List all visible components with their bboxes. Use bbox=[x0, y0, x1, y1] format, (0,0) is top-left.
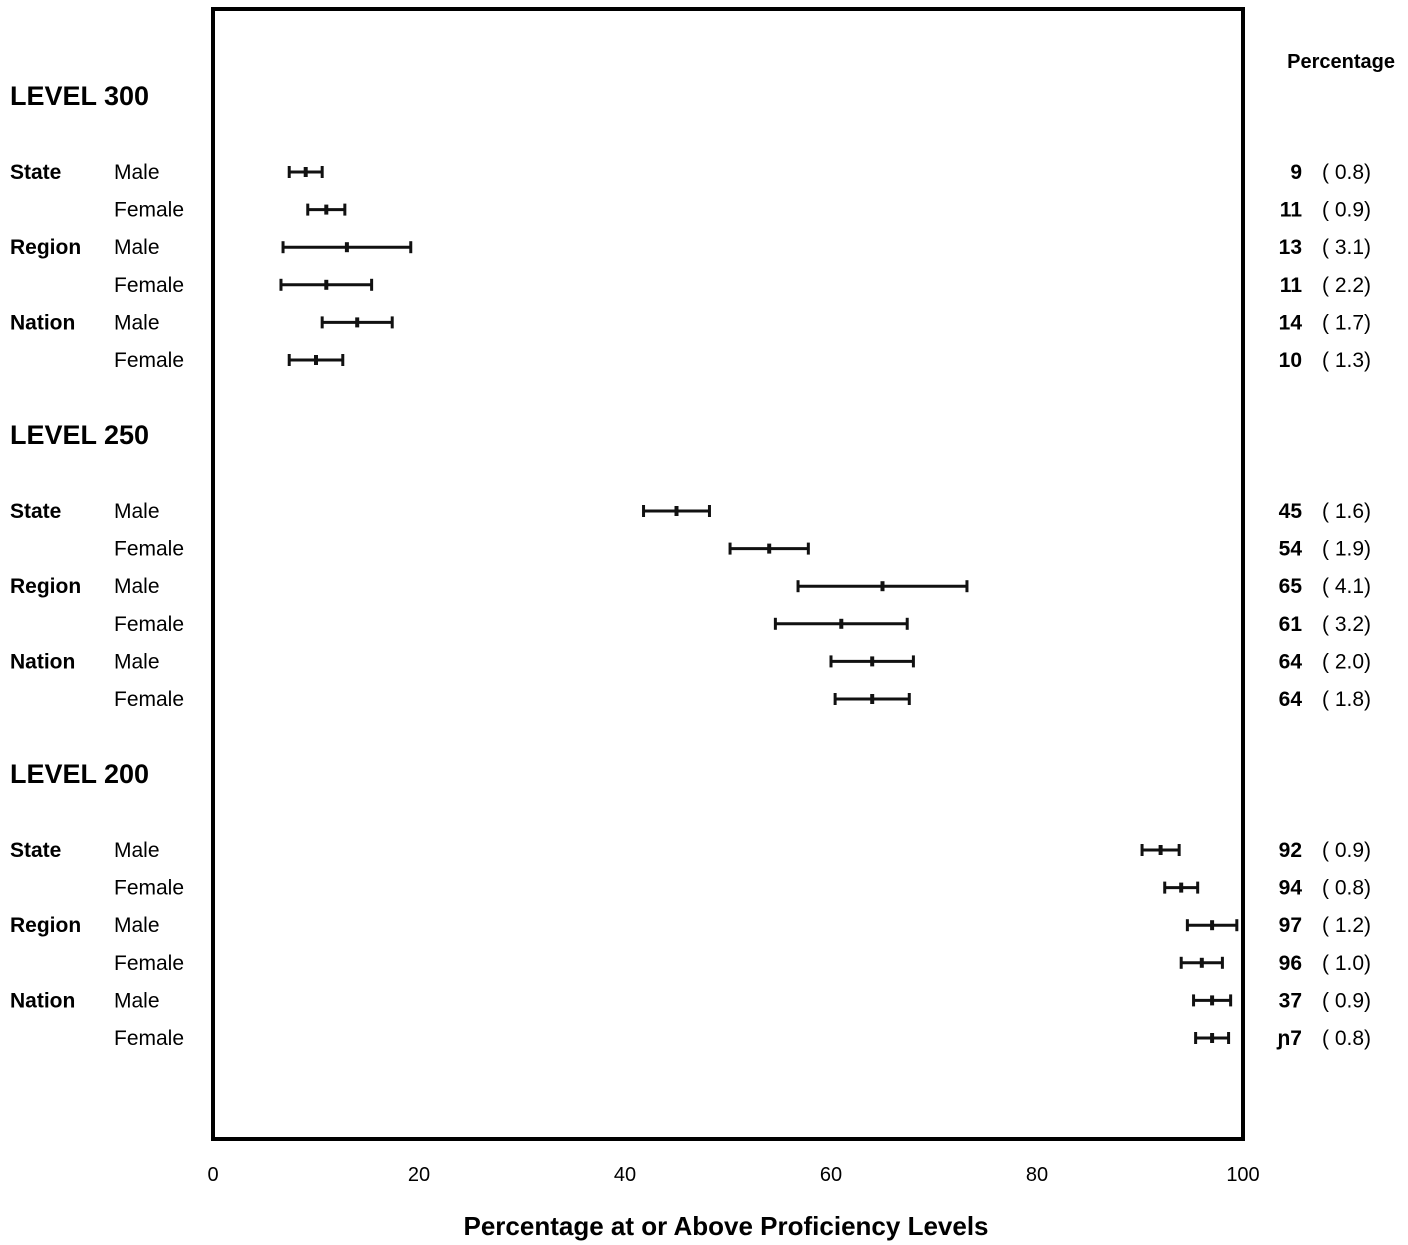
percentage-value: 13 bbox=[1279, 236, 1302, 259]
percentage-value: 96 bbox=[1279, 952, 1302, 975]
x-axis-ticks: 0 20 40 60 80 100 bbox=[207, 1164, 1259, 1186]
standard-error: ( 1.8) bbox=[1322, 688, 1371, 711]
interval-row: Female 54 ( 1.9) bbox=[114, 538, 1371, 561]
sex-label: Female bbox=[114, 952, 184, 975]
sex-label: Female bbox=[114, 274, 184, 297]
percentage-value: 11 bbox=[1280, 199, 1303, 222]
standard-error: ( 3.2) bbox=[1322, 613, 1371, 636]
percentage-value: 37 bbox=[1279, 989, 1302, 1012]
percentage-value: 92 bbox=[1279, 839, 1302, 862]
sex-label: Male bbox=[114, 839, 160, 862]
sex-label: Male bbox=[114, 989, 160, 1012]
standard-error: ( 1.6) bbox=[1322, 500, 1371, 523]
x-tick-label: 20 bbox=[408, 1164, 430, 1186]
group-label: Nation bbox=[10, 650, 75, 673]
sex-label: Male bbox=[114, 575, 160, 598]
level-block: LEVEL 300 State Male 9 ( 0.8) Female 11 ( 0.9) R… bbox=[10, 81, 1371, 372]
percentage-value: 11 bbox=[1280, 274, 1303, 297]
sex-label: Male bbox=[114, 650, 160, 673]
x-tick-label: 80 bbox=[1026, 1164, 1048, 1186]
interval-row: Region Male 13 ( 3.1) bbox=[10, 236, 1371, 259]
interval-row: Female 64 ( 1.8) bbox=[114, 688, 1371, 711]
standard-error: ( 0.9) bbox=[1322, 199, 1371, 222]
interval-row: Female 11 ( 2.2) bbox=[114, 274, 1371, 297]
standard-error: ( 3.1) bbox=[1322, 236, 1371, 259]
x-axis-label: Percentage at or Above Proficiency Level… bbox=[463, 1211, 988, 1241]
standard-error: ( 2.2) bbox=[1322, 274, 1371, 297]
percentage-value: 45 bbox=[1279, 500, 1303, 523]
sex-label: Female bbox=[114, 613, 184, 636]
x-tick-label: 40 bbox=[614, 1164, 636, 1186]
group-label: State bbox=[10, 839, 61, 862]
interval-row: Region Male 97 ( 1.2) bbox=[10, 914, 1371, 937]
interval-row: Female 94 ( 0.8) bbox=[114, 877, 1371, 900]
percentage-value: ɲ7 bbox=[1276, 1027, 1302, 1050]
sex-label: Female bbox=[114, 538, 184, 561]
x-tick-label: 60 bbox=[820, 1164, 842, 1186]
plot-frame bbox=[211, 7, 1245, 1141]
interval-row: Nation Male 14 ( 1.7) bbox=[10, 311, 1371, 334]
percentage-value: 97 bbox=[1279, 914, 1302, 937]
interval-row: Female 61 ( 3.2) bbox=[114, 613, 1371, 636]
group-label: State bbox=[10, 500, 61, 523]
percentage-value: 10 bbox=[1279, 349, 1302, 372]
x-tick-label: 100 bbox=[1226, 1164, 1259, 1186]
interval-row: Female 10 ( 1.3) bbox=[114, 349, 1371, 372]
level-heading: LEVEL 200 bbox=[10, 759, 149, 789]
group-label: Region bbox=[10, 236, 81, 259]
sex-label: Male bbox=[114, 914, 160, 937]
standard-error: ( 0.8) bbox=[1322, 1027, 1371, 1050]
level-block: LEVEL 200 State Male 92 ( 0.9) Female 94 ( 0.8)… bbox=[10, 759, 1371, 1050]
percentage-value: 14 bbox=[1279, 311, 1303, 334]
standard-error: ( 0.8) bbox=[1322, 161, 1371, 184]
percentage-value: 64 bbox=[1279, 688, 1303, 711]
interval-row: Nation Male 64 ( 2.0) bbox=[10, 650, 1371, 673]
sex-label: Female bbox=[114, 199, 184, 222]
interval-row: State Male 92 ( 0.9) bbox=[10, 839, 1371, 862]
interval-row: Nation Male 37 ( 0.9) bbox=[10, 989, 1371, 1012]
level-heading: LEVEL 300 bbox=[10, 81, 149, 111]
standard-error: ( 0.9) bbox=[1322, 989, 1371, 1012]
percentage-value: 9 bbox=[1290, 161, 1302, 184]
group-label: Nation bbox=[10, 311, 75, 334]
sex-label: Male bbox=[114, 161, 160, 184]
sex-label: Female bbox=[114, 688, 184, 711]
sex-label: Female bbox=[114, 877, 184, 900]
levels: LEVEL 300 State Male 9 ( 0.8) Female 11 ( 0.9) R… bbox=[10, 81, 1371, 1050]
interval-row: State Male 45 ( 1.6) bbox=[10, 500, 1371, 523]
group-label: Region bbox=[10, 914, 81, 937]
sex-label: Male bbox=[114, 500, 160, 523]
interval-row: State Male 9 ( 0.8) bbox=[10, 161, 1371, 184]
interval-row: Female ɲ7 ( 0.8) bbox=[114, 1027, 1371, 1050]
sex-label: Male bbox=[114, 236, 160, 259]
standard-error: ( 1.0) bbox=[1322, 952, 1371, 975]
standard-error: ( 1.3) bbox=[1322, 349, 1371, 372]
level-heading: LEVEL 250 bbox=[10, 420, 149, 450]
interval-row: Female 11 ( 0.9) bbox=[114, 199, 1371, 222]
standard-error: ( 2.0) bbox=[1322, 650, 1371, 673]
standard-error: ( 4.1) bbox=[1322, 575, 1371, 598]
percentage-value: 64 bbox=[1279, 650, 1303, 673]
value-column-header: Percentage bbox=[1287, 51, 1395, 73]
percentage-value: 94 bbox=[1279, 877, 1303, 900]
interval-row: Female 96 ( 1.0) bbox=[114, 952, 1371, 975]
percentage-value: 61 bbox=[1279, 613, 1303, 636]
standard-error: ( 1.7) bbox=[1322, 311, 1371, 334]
standard-error: ( 0.9) bbox=[1322, 839, 1371, 862]
group-label: Region bbox=[10, 575, 81, 598]
group-label: Nation bbox=[10, 989, 75, 1012]
sex-label: Female bbox=[114, 349, 184, 372]
percentage-value: 54 bbox=[1279, 538, 1303, 561]
percentage-value: 65 bbox=[1279, 575, 1303, 598]
standard-error: ( 0.8) bbox=[1322, 877, 1371, 900]
sex-label: Female bbox=[114, 1027, 184, 1050]
group-label: State bbox=[10, 161, 61, 184]
sex-label: Male bbox=[114, 311, 160, 334]
level-block: LEVEL 250 State Male 45 ( 1.6) Female 54 ( 1.9)… bbox=[10, 420, 1371, 711]
x-tick-label: 0 bbox=[207, 1164, 218, 1186]
interval-row: Region Male 65 ( 4.1) bbox=[10, 575, 1371, 598]
standard-error: ( 1.9) bbox=[1322, 538, 1371, 561]
standard-error: ( 1.2) bbox=[1322, 914, 1371, 937]
